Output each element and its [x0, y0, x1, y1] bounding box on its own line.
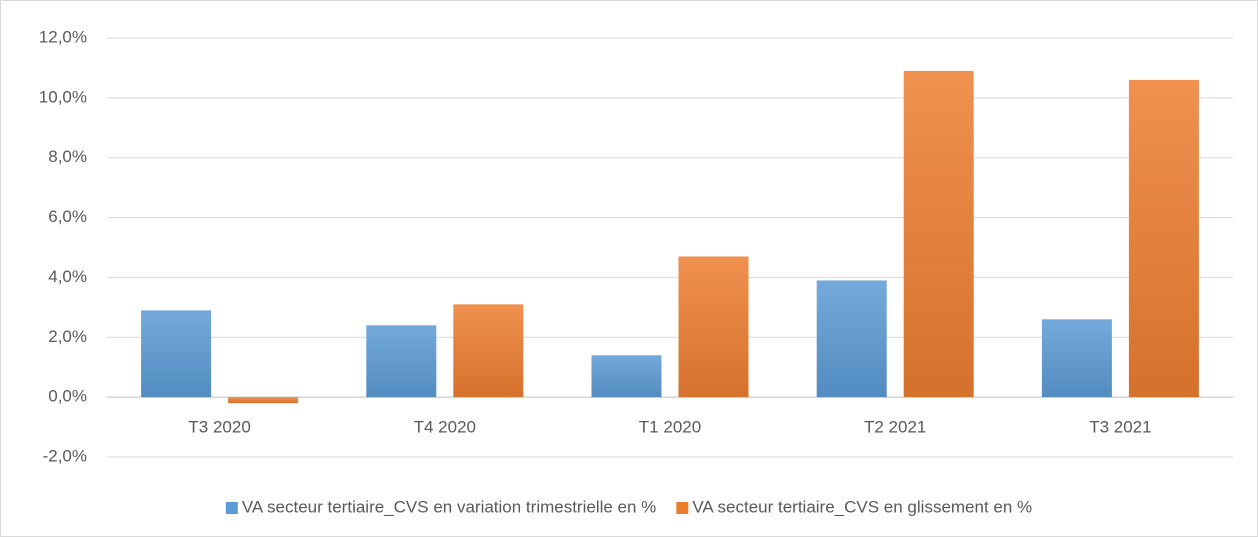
legend-label: VA secteur tertiaire_CVS en glissement e…: [692, 497, 1032, 516]
bar: [816, 280, 887, 398]
x-tick-label: T4 2020: [414, 418, 476, 437]
bar: [366, 325, 437, 398]
bar: [678, 256, 749, 398]
bar: [141, 310, 212, 398]
bar: [1128, 79, 1199, 398]
bar: [1041, 319, 1112, 398]
y-tick-label: -2,0%: [43, 446, 87, 465]
x-tick-label: T1 2020: [639, 418, 701, 437]
y-tick-label: 10,0%: [39, 87, 87, 106]
x-tick-label: T2 2021: [864, 418, 926, 437]
x-tick-label: T3 2021: [1089, 418, 1151, 437]
bar: [453, 304, 524, 398]
y-tick-label: 8,0%: [48, 147, 87, 166]
legend-swatch: [676, 502, 689, 514]
y-tick-label: 0,0%: [48, 387, 87, 406]
bar: [591, 355, 662, 398]
x-tick-label: T3 2020: [188, 418, 250, 437]
bar: [903, 70, 974, 398]
y-tick-label: 6,0%: [48, 207, 87, 226]
legend-swatch: [225, 502, 238, 514]
bar: [228, 397, 299, 404]
y-tick-label: 2,0%: [48, 327, 87, 346]
legend-label: VA secteur tertiaire_CVS en variation tr…: [242, 497, 656, 516]
y-tick-label: 4,0%: [48, 267, 87, 286]
y-tick-label: 12,0%: [39, 27, 87, 46]
